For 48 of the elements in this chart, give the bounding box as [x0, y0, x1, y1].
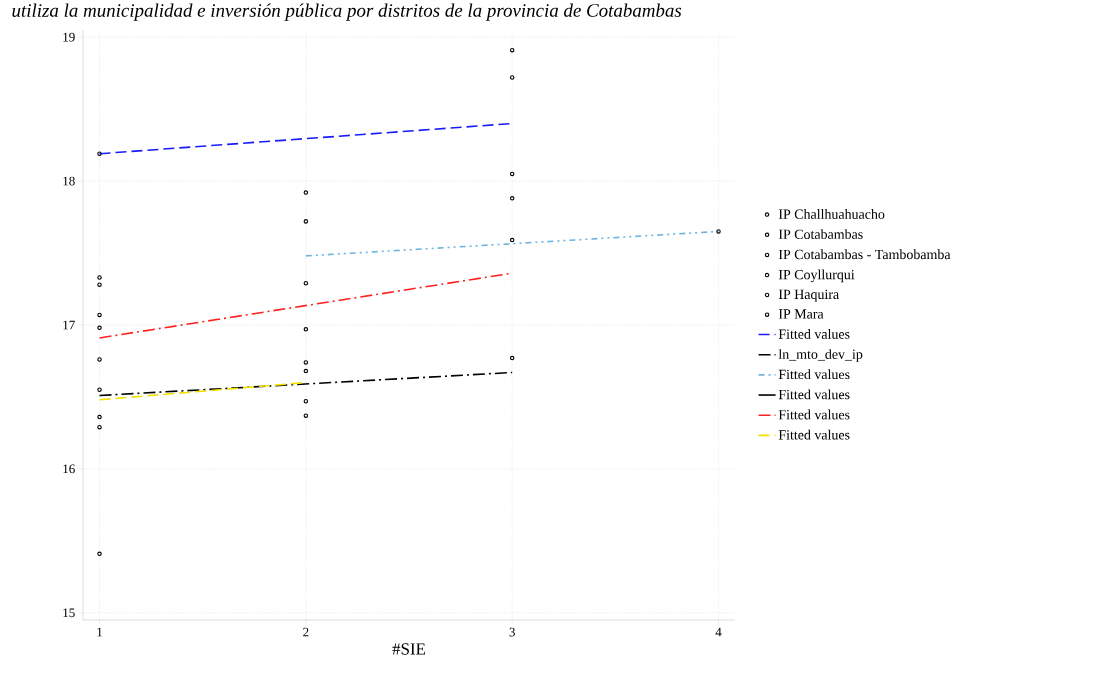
y-tick-label: 16 — [63, 464, 75, 474]
point — [509, 355, 515, 361]
point — [303, 327, 309, 332]
legend-label: IP Mara — [778, 309, 824, 319]
legend-label: IP Cotabambas — [778, 229, 863, 240]
point — [97, 551, 102, 557]
point — [509, 171, 515, 177]
point — [97, 325, 102, 331]
point — [509, 237, 515, 243]
point — [303, 360, 309, 365]
point — [97, 151, 102, 156]
y-tick-label: 15 — [63, 608, 75, 618]
x-tick-label: 4 — [715, 627, 722, 637]
point — [303, 281, 309, 286]
legend-label: Fitted values — [778, 369, 850, 380]
point — [303, 399, 309, 404]
point — [97, 387, 102, 392]
legend-label: IP Cotabambas - Tambobamba — [778, 249, 951, 260]
point — [509, 47, 515, 53]
point — [97, 312, 102, 318]
point — [509, 196, 515, 201]
y-tick-label: 17 — [63, 320, 75, 330]
legend-label: ln_mto_dev_ip — [778, 349, 863, 362]
legend-label: IP Challhuahuacho — [778, 209, 885, 219]
legend-label: Fitted values — [778, 409, 850, 420]
x-tick-label: 1 — [97, 627, 102, 637]
point — [303, 190, 309, 195]
y-tick-label: 19 — [63, 32, 75, 42]
legend-label: Fitted values — [778, 389, 850, 400]
point — [97, 357, 102, 362]
y-tick-label: 18 — [63, 176, 75, 186]
x-tick-label: 3 — [509, 627, 515, 637]
legend-label: Fitted values — [778, 429, 850, 440]
point — [716, 229, 721, 234]
point — [97, 275, 102, 280]
legend-label: IP Coyllurqui — [778, 269, 855, 283]
point — [303, 368, 309, 374]
x-axis-title: #SIE — [392, 643, 426, 655]
point — [97, 282, 102, 287]
x-tick-label: 2 — [303, 627, 309, 637]
point — [303, 219, 309, 224]
point — [97, 414, 102, 420]
legend-label: IP Haquira — [778, 289, 839, 302]
chart-title: utiliza la municipalidad e inversión pública por distritos de la provincia de Cotabambas — [12, 3, 682, 21]
point — [97, 424, 102, 430]
point — [303, 413, 309, 418]
legend-label: Fitted values — [778, 328, 850, 339]
point — [509, 75, 515, 80]
